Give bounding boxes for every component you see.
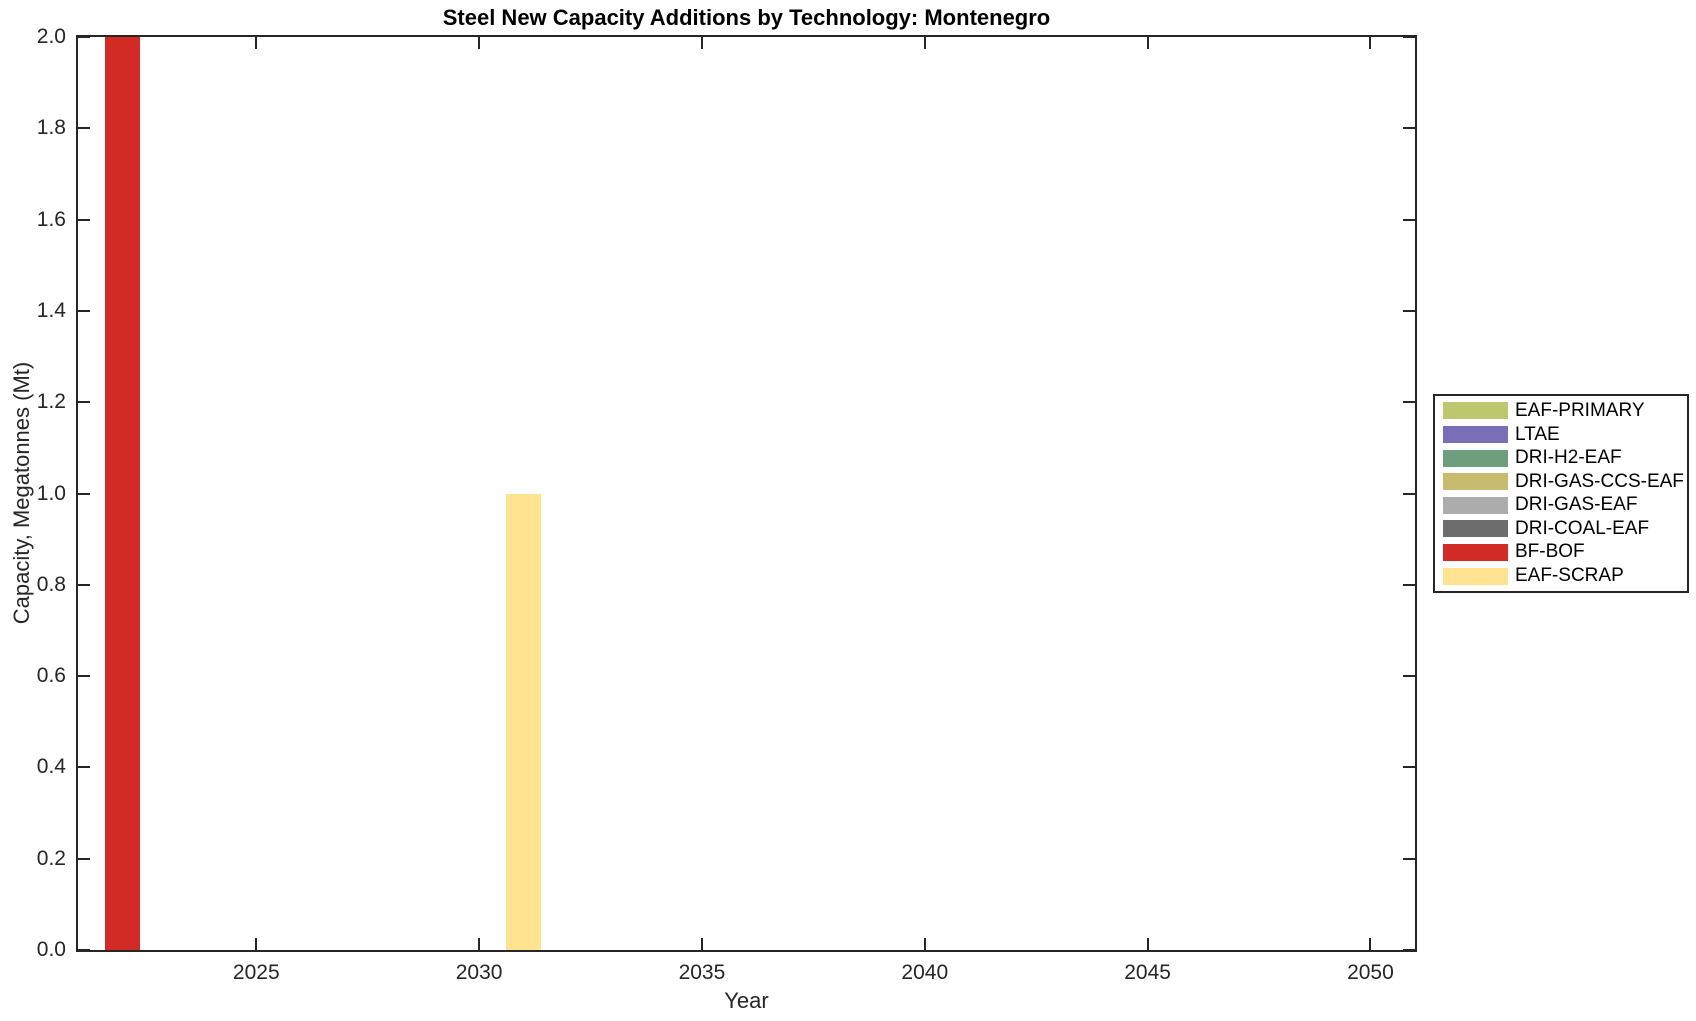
legend-swatch — [1443, 520, 1508, 538]
legend: EAF-PRIMARY LTAE DRI-H2-EAF DRI-GAS-CCS-EAF… — [1433, 394, 1689, 593]
bar-bf-bof — [104, 37, 141, 950]
x-tick-mirror — [1369, 37, 1372, 49]
y-tick-label: 1.8 — [36, 116, 66, 140]
legend-swatch — [1443, 496, 1508, 514]
y-tick-mirror — [1403, 127, 1415, 130]
legend-label: LTAE — [1515, 423, 1560, 445]
x-tick — [923, 938, 926, 950]
x-tick-label: 2030 — [455, 961, 503, 984]
y-tick-label: 0.6 — [36, 664, 66, 688]
y-tick-mirror — [1403, 766, 1415, 769]
x-tick-label: 2040 — [901, 961, 949, 984]
legend-item-ltae: LTAE — [1435, 423, 1687, 447]
x-tick — [1146, 938, 1149, 950]
x-tick-mirror — [255, 37, 258, 49]
x-axis-label: Year — [724, 988, 769, 1013]
y-tick — [78, 218, 90, 221]
y-tick-mirror — [1403, 675, 1415, 678]
y-tick — [78, 583, 90, 586]
y-tick-label: 0.2 — [36, 846, 66, 870]
legend-swatch — [1443, 543, 1508, 561]
y-tick-label: 2.0 — [36, 25, 66, 48]
y-tick-mirror — [1403, 857, 1415, 860]
legend-swatch — [1443, 473, 1508, 491]
y-tick-mirror — [1403, 401, 1415, 404]
x-tick — [700, 938, 703, 950]
legend-item-bf-bof: BF-BOF — [1435, 541, 1687, 565]
legend-item-eaf-primary: EAF-PRIMARY — [1435, 399, 1687, 423]
x-tick — [478, 938, 481, 950]
y-tick — [78, 127, 90, 130]
chart-title: Steel New Capacity Additions by Technolo… — [442, 5, 1051, 30]
y-tick — [78, 857, 90, 860]
y-tick — [78, 36, 90, 38]
x-tick-label: 2025 — [232, 961, 280, 984]
x-tick-mirror — [923, 37, 926, 49]
legend-label: DRI-H2-EAF — [1515, 447, 1622, 469]
y-tick — [78, 949, 90, 951]
legend-swatch — [1443, 449, 1508, 467]
legend-label: EAF-PRIMARY — [1515, 399, 1645, 421]
x-tick — [255, 938, 258, 950]
legend-label: BF-BOF — [1515, 541, 1585, 563]
y-tick-label: 0.4 — [36, 755, 66, 779]
y-tick — [78, 309, 90, 312]
legend-item-dri-gas-ccs-eaf: DRI-GAS-CCS-EAF — [1435, 470, 1687, 494]
y-tick-mirror — [1403, 492, 1415, 495]
legend-item-dri-h2-eaf: DRI-H2-EAF — [1435, 446, 1687, 470]
y-tick-mirror — [1403, 583, 1415, 586]
x-tick-mirror — [700, 37, 703, 49]
y-tick-label: 1.2 — [36, 390, 66, 414]
y-tick-label: 1.6 — [36, 207, 66, 231]
bar-eaf-scrap — [505, 493, 542, 950]
y-tick-label: 1.0 — [36, 481, 66, 505]
y-tick-label: 0.8 — [36, 572, 66, 596]
legend-label: DRI-GAS-CCS-EAF — [1515, 470, 1684, 492]
legend-swatch — [1443, 426, 1508, 444]
x-tick-label: 2050 — [1347, 961, 1394, 984]
x-tick-mirror — [1146, 37, 1149, 49]
y-tick — [78, 766, 90, 769]
x-tick-label: 2045 — [1124, 961, 1171, 984]
x-tick-mirror — [478, 37, 481, 49]
legend-label: DRI-GAS-EAF — [1515, 494, 1638, 516]
y-tick-mirror — [1403, 36, 1415, 38]
y-tick-mirror — [1403, 218, 1415, 221]
y-tick-mirror — [1403, 949, 1415, 951]
y-tick — [78, 492, 90, 495]
x-tick-label: 2035 — [678, 961, 726, 984]
y-tick — [78, 675, 90, 678]
y-tick-label: 1.4 — [36, 298, 66, 322]
legend-label: EAF-SCRAP — [1515, 565, 1624, 587]
y-tick-mirror — [1403, 309, 1415, 312]
legend-item-dri-gas-eaf: DRI-GAS-EAF — [1435, 494, 1687, 518]
x-tick — [1369, 938, 1372, 950]
y-tick — [78, 401, 90, 404]
plot-area — [76, 35, 1417, 952]
legend-item-eaf-scrap: EAF-SCRAP — [1435, 564, 1687, 588]
y-tick-label: 0.0 — [36, 938, 66, 961]
legend-swatch — [1443, 567, 1508, 585]
legend-item-dri-coal-eaf: DRI-COAL-EAF — [1435, 517, 1687, 541]
legend-label: DRI-COAL-EAF — [1515, 517, 1650, 539]
legend-swatch — [1443, 402, 1508, 420]
